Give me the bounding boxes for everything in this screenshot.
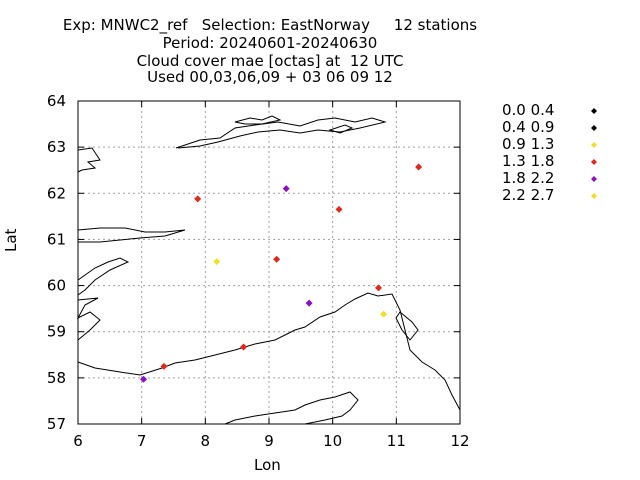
coastline-path — [328, 124, 354, 134]
data-point — [305, 299, 313, 307]
y-tick-label: 59 — [47, 323, 66, 341]
data-point — [160, 362, 168, 370]
grid-lines — [78, 101, 460, 424]
legend-marker — [591, 193, 597, 199]
title-line-4: Used 00,03,06,09 + 03 06 09 12 — [147, 68, 393, 86]
legend-marker — [591, 125, 597, 131]
title-line-1: Exp: MNWC2_ref Selection: EastNorway 12 … — [62, 16, 478, 34]
x-tick-label: 10 — [323, 432, 342, 450]
data-point — [213, 258, 221, 266]
title-line-3: Cloud cover mae [octas] at 12 UTC — [136, 52, 404, 70]
legend-label: 0.9 1.3 — [502, 135, 554, 153]
y-tick-label: 57 — [47, 415, 66, 433]
data-point — [194, 195, 202, 203]
coastline-path — [77, 147, 101, 173]
legend-label: 2.2 2.7 — [502, 186, 554, 204]
data-points — [140, 163, 423, 383]
x-tick-label: 8 — [201, 432, 211, 450]
axis-ticks: 6 7 8 9 10 11 12 57 58 59 60 61 62 63 64 — [47, 92, 470, 450]
legend-label: 1.3 1.8 — [502, 152, 554, 170]
legend-marker — [591, 142, 597, 148]
coastline-path — [224, 391, 359, 425]
y-tick-label: 61 — [47, 230, 66, 248]
y-tick-label: 58 — [47, 369, 66, 387]
y-tick-label: 62 — [47, 184, 66, 202]
data-point — [140, 375, 148, 383]
title-line-2: Period: 20240601-20240630 — [162, 34, 378, 52]
x-axis-label: Lon — [254, 456, 281, 474]
y-tick-label: 64 — [47, 92, 66, 110]
legend-label: 0.4 0.9 — [502, 118, 554, 136]
x-tick-label: 12 — [450, 432, 469, 450]
x-tick-label: 11 — [387, 432, 406, 450]
data-point — [375, 284, 383, 292]
data-point — [240, 343, 248, 351]
data-point — [282, 185, 290, 193]
x-tick-label: 9 — [264, 432, 274, 450]
legend: 0.0 0.40.4 0.90.9 1.31.3 1.81.8 2.22.2 2… — [502, 101, 597, 204]
data-point — [380, 310, 388, 318]
y-tick-label: 60 — [47, 277, 66, 295]
data-point — [335, 205, 343, 213]
y-axis-label: Lat — [2, 228, 20, 252]
data-point — [273, 255, 281, 263]
x-tick-label: 7 — [137, 432, 147, 450]
x-tick-label: 6 — [73, 432, 83, 450]
coastline-path — [234, 115, 282, 125]
legend-marker — [591, 108, 597, 114]
legend-label: 0.0 0.4 — [502, 101, 554, 119]
legend-marker — [591, 176, 597, 182]
coastline-path — [77, 227, 186, 243]
coastline-path — [77, 257, 130, 296]
coastline-path — [76, 297, 101, 341]
data-point — [415, 163, 423, 171]
y-tick-label: 63 — [47, 138, 66, 156]
coastline-path — [175, 117, 387, 149]
legend-label: 1.8 2.2 — [502, 169, 554, 187]
legend-marker — [591, 159, 597, 165]
coastline-path — [395, 311, 419, 341]
